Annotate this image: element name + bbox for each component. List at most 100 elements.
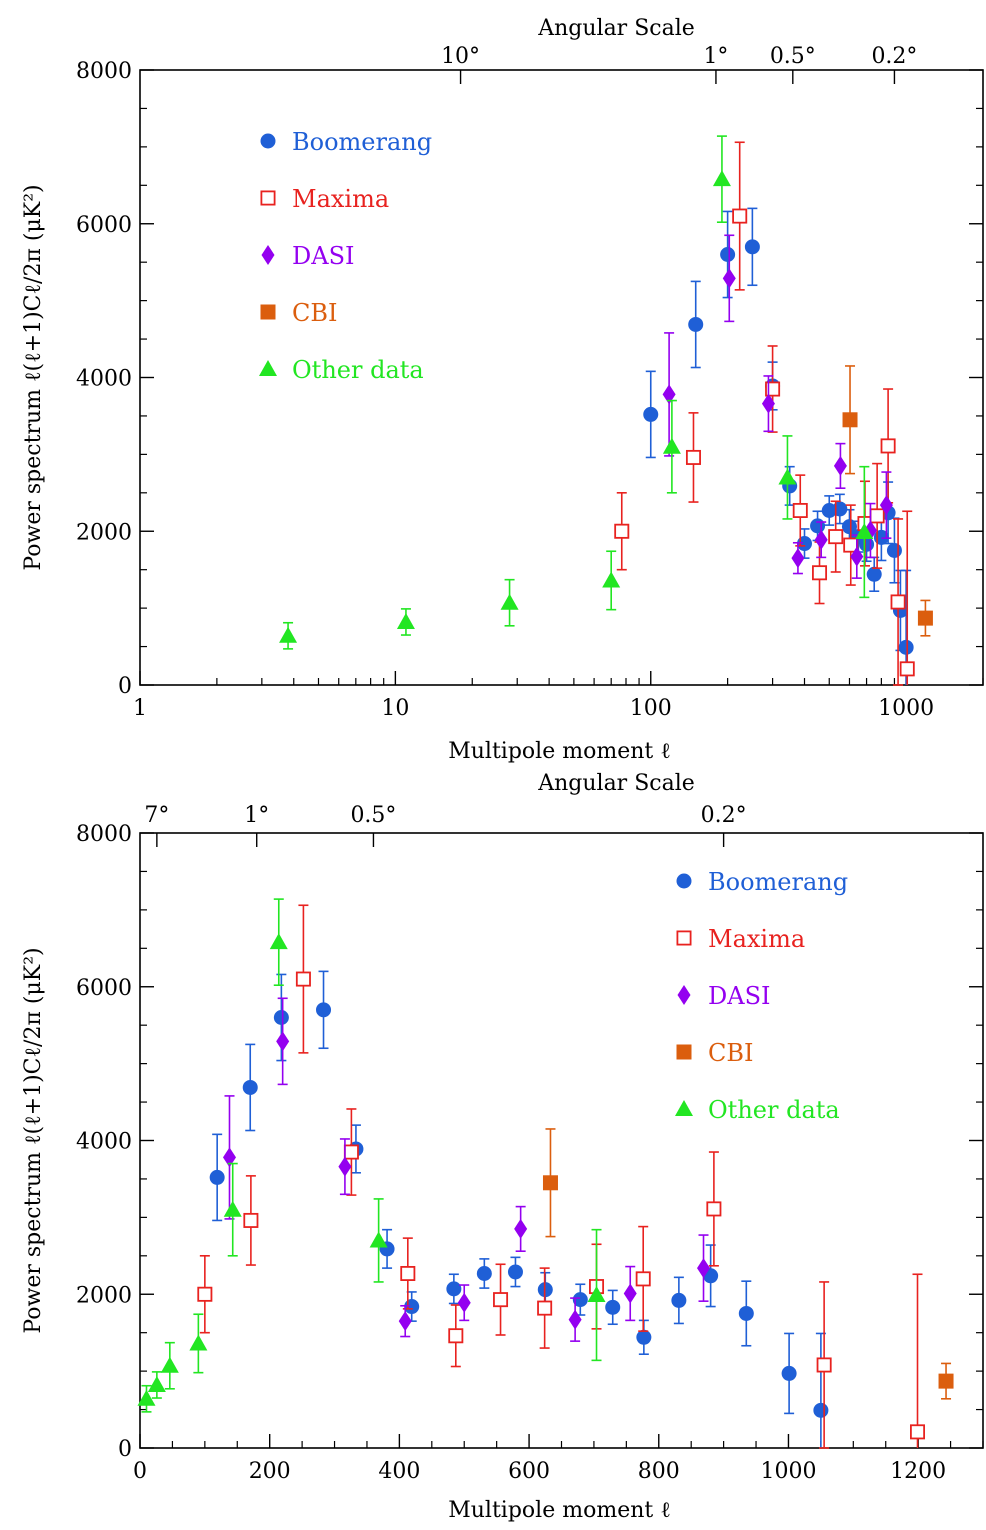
data-point (841, 519, 857, 535)
data-point (855, 523, 874, 540)
data-point (761, 393, 775, 414)
data-point (209, 1169, 225, 1185)
series-maxima (197, 904, 926, 1449)
legend-marker (675, 1100, 693, 1116)
x-tick-label: 1000 (760, 1459, 816, 1484)
data-point (273, 1010, 289, 1025)
data-point (602, 571, 621, 588)
top-angular-tick-label: 1° (703, 44, 728, 69)
data-point (160, 1356, 179, 1373)
data-point (722, 268, 736, 289)
data-point (662, 437, 681, 454)
legend-label: Maxima (292, 185, 389, 213)
legend-label: CBI (292, 299, 337, 327)
data-point (316, 1002, 332, 1018)
legend-label: Boomerang (292, 128, 432, 156)
data-point (605, 1299, 621, 1315)
x-tick-label: 600 (508, 1459, 550, 1484)
top-angular-tick-label: 0.5° (350, 803, 396, 828)
data-point (869, 508, 885, 524)
data-point (828, 529, 844, 545)
top-angular-tick-label: 7° (144, 803, 169, 828)
x-tick-label: 1 (133, 696, 147, 721)
data-point (890, 594, 906, 610)
data-point (738, 1305, 754, 1321)
data-point (137, 1389, 156, 1406)
data-point (643, 406, 659, 422)
data-point (685, 449, 701, 465)
series-cbi (542, 1128, 954, 1400)
y-tick-label: 6000 (76, 976, 132, 1001)
data-point (850, 546, 864, 567)
legend-label: CBI (708, 1039, 753, 1067)
y-tick-label: 6000 (76, 213, 132, 238)
series-other-data (279, 135, 874, 650)
data-point (833, 455, 847, 476)
data-point (697, 1258, 711, 1279)
y-tick-label: 4000 (76, 1130, 132, 1155)
data-point (276, 1031, 290, 1052)
x-tick-label: 1000 (878, 696, 934, 721)
data-point (706, 1201, 722, 1217)
legend-label: DASI (292, 242, 355, 270)
data-point (917, 610, 933, 626)
data-point (189, 1334, 208, 1351)
legend-label: DASI (708, 982, 771, 1010)
top-angular-tick-label: 1° (244, 803, 269, 828)
x-tick-label: 0 (133, 1459, 147, 1484)
data-point (899, 661, 915, 677)
top-angular-tick-label: 0.5° (770, 44, 816, 69)
series-dasi (662, 234, 893, 579)
legend-marker (260, 304, 276, 320)
data-point (338, 1156, 352, 1177)
y-tick-label: 8000 (76, 822, 132, 847)
data-point (279, 626, 298, 643)
y-axis-title: Power spectrum ℓ(ℓ+1)Cℓ/2π (μK²) (21, 947, 46, 1333)
x-tick-label: 1200 (890, 1459, 946, 1484)
data-point (635, 1271, 651, 1287)
data-point (880, 438, 896, 454)
legend-marker (260, 133, 276, 149)
series-cbi (842, 365, 933, 637)
legend-label: Maxima (708, 925, 805, 953)
x-tick-label: 800 (638, 1459, 680, 1484)
data-point (400, 1265, 416, 1281)
data-point (671, 1292, 687, 1308)
data-point (623, 1283, 637, 1304)
data-point (910, 1424, 926, 1440)
data-point (813, 1402, 829, 1418)
series-boomerang (643, 207, 914, 685)
top-axis-title: Angular Scale (537, 771, 695, 796)
series-dasi (222, 997, 711, 1342)
data-point (712, 170, 731, 187)
x-axis-title: Multipole moment ℓ (448, 739, 671, 764)
data-point (222, 1147, 236, 1168)
data-point (500, 593, 519, 610)
data-point (832, 501, 848, 517)
x-tick-label: 200 (249, 1459, 291, 1484)
data-point (898, 639, 914, 655)
legend-label: Other data (708, 1096, 840, 1124)
data-point (636, 1329, 652, 1345)
data-point (269, 933, 288, 950)
legend-marker (259, 360, 277, 376)
data-point (457, 1292, 471, 1313)
data-point (572, 1292, 588, 1308)
data-point (147, 1375, 166, 1392)
legend-label: Other data (292, 356, 424, 384)
y-tick-label: 8000 (76, 59, 132, 84)
legend: Boomerang Maxima DASI CBI Other data (259, 128, 432, 384)
legend-marker (676, 930, 692, 946)
data-point (879, 495, 893, 516)
data-point (781, 1365, 797, 1381)
data-point (295, 971, 311, 987)
legend-marker (260, 190, 276, 206)
legend-marker (261, 245, 275, 265)
legend-marker (677, 985, 691, 1005)
data-point (614, 523, 630, 539)
data-point (476, 1265, 492, 1281)
data-point (720, 247, 736, 262)
legend-label: Boomerang (708, 868, 848, 896)
top-angular-tick-label: 0.2° (871, 44, 917, 69)
